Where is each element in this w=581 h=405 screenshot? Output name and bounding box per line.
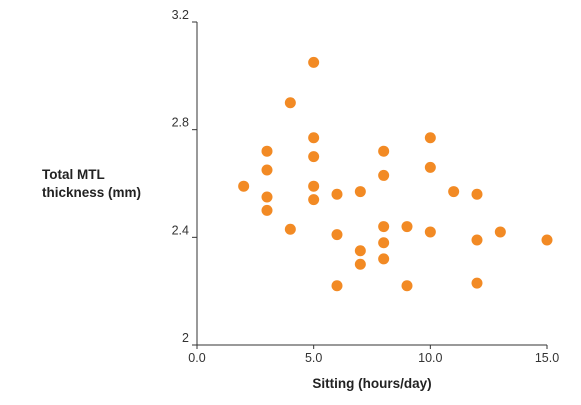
axes (196, 22, 547, 346)
data-point (284, 97, 296, 109)
y-tick-label: 2 (182, 331, 189, 345)
data-point (261, 204, 273, 216)
data-point (308, 194, 320, 206)
data-point (261, 145, 273, 157)
tick-marks (192, 21, 548, 349)
data-points (238, 56, 553, 292)
y-axis-title-line-2: thickness (mm) (42, 185, 141, 200)
data-point (308, 132, 320, 144)
data-point (331, 280, 343, 292)
x-tick-label: 10.0 (418, 351, 442, 365)
data-point (354, 258, 366, 270)
data-point (261, 191, 273, 203)
data-point (378, 253, 390, 265)
data-point (261, 164, 273, 176)
data-point (471, 234, 483, 246)
x-tick-label: 0.0 (188, 351, 205, 365)
x-axis-title: Sitting (hours/day) (312, 376, 431, 391)
data-point (471, 277, 483, 289)
data-point (354, 245, 366, 257)
data-point (541, 234, 553, 246)
y-tick-label: 3.2 (172, 8, 189, 22)
data-point (378, 237, 390, 249)
x-tick-label: 5.0 (305, 351, 322, 365)
data-point (378, 145, 390, 157)
y-axis-title-line-1: Total MTL (42, 167, 105, 182)
data-point (401, 280, 413, 292)
y-tick-label: 2.4 (172, 223, 189, 237)
data-point (401, 221, 413, 233)
data-point (378, 169, 390, 181)
data-point (331, 188, 343, 200)
data-point (331, 229, 343, 241)
data-point (308, 180, 320, 192)
data-point (284, 223, 296, 235)
y-tick-label: 2.8 (172, 116, 189, 130)
data-point (378, 221, 390, 233)
x-tick-label: 15.0 (535, 351, 559, 365)
data-point (471, 188, 483, 200)
data-point (424, 226, 436, 238)
data-point (308, 151, 320, 163)
tick-labels: 2 2.4 2.8 3.2 0.0 5.0 10.0 15.0 (172, 8, 560, 365)
data-point (308, 56, 320, 68)
data-point (238, 180, 250, 192)
data-point (424, 161, 436, 173)
data-point (354, 186, 366, 198)
data-point (424, 132, 436, 144)
data-point (448, 186, 460, 198)
data-point (494, 226, 506, 238)
